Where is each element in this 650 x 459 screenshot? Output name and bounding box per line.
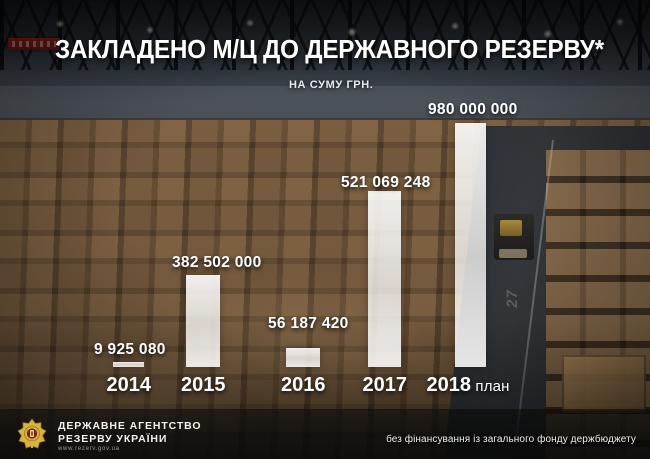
bar-plan-suffix: план bbox=[471, 378, 510, 395]
footer-bar: ДЕРЖАВНЕ АГЕНТСТВО РЕЗЕРВУ УКРАЇНИ www.r… bbox=[0, 409, 650, 459]
agency-name-line2: РЕЗЕРВУ УКРАЇНИ bbox=[58, 432, 168, 445]
bar-year-text: 2017 bbox=[362, 374, 408, 396]
bar-value-2018: 980 000 000 bbox=[428, 101, 518, 118]
bar-2018 bbox=[455, 123, 486, 367]
bar-2015 bbox=[186, 275, 220, 367]
bar-year-text: 2018 bbox=[426, 374, 472, 396]
bar-value-2016: 56 187 420 bbox=[268, 315, 349, 332]
bar-value-2017: 521 069 248 bbox=[341, 174, 431, 191]
bar-label-2018: 2018 план bbox=[427, 374, 510, 397]
bar-value-2015: 382 502 000 bbox=[172, 254, 262, 271]
bar-label-2015: 2015 bbox=[181, 374, 226, 397]
bar-2016 bbox=[286, 348, 320, 367]
agency-emblem-icon bbox=[17, 418, 47, 449]
footer-disclaimer: без фінансування із загального фонду дер… bbox=[386, 434, 636, 445]
agency-website-url[interactable]: www.rezerv.gov.ua bbox=[58, 446, 120, 452]
bar-2014 bbox=[113, 362, 144, 367]
bar-label-2017: 2017 bbox=[363, 374, 408, 397]
bar-year-text: 2015 bbox=[181, 374, 226, 396]
bar-year-text: 2014 bbox=[106, 374, 152, 396]
bar-year-text: 2016 bbox=[281, 374, 326, 396]
agency-name: ДЕРЖАВНЕ АГЕНТСТВО РЕЗЕРВУ УКРАЇНИ bbox=[58, 420, 201, 445]
page-subtitle: НА СУМУ ГРН. bbox=[289, 79, 374, 91]
agency-name-line1: ДЕРЖАВНЕ АГЕНТСТВО bbox=[58, 420, 202, 432]
bar-value-2014: 9 925 080 bbox=[94, 341, 166, 358]
bar-2017 bbox=[368, 191, 401, 367]
page-title: ЗАКЛАДЕНО М/Ц ДО ДЕРЖАВНОГО РЕЗЕРВУ* bbox=[55, 36, 605, 64]
bar-label-2014: 2014 bbox=[107, 374, 152, 397]
bar-label-2016: 2016 bbox=[281, 374, 326, 397]
